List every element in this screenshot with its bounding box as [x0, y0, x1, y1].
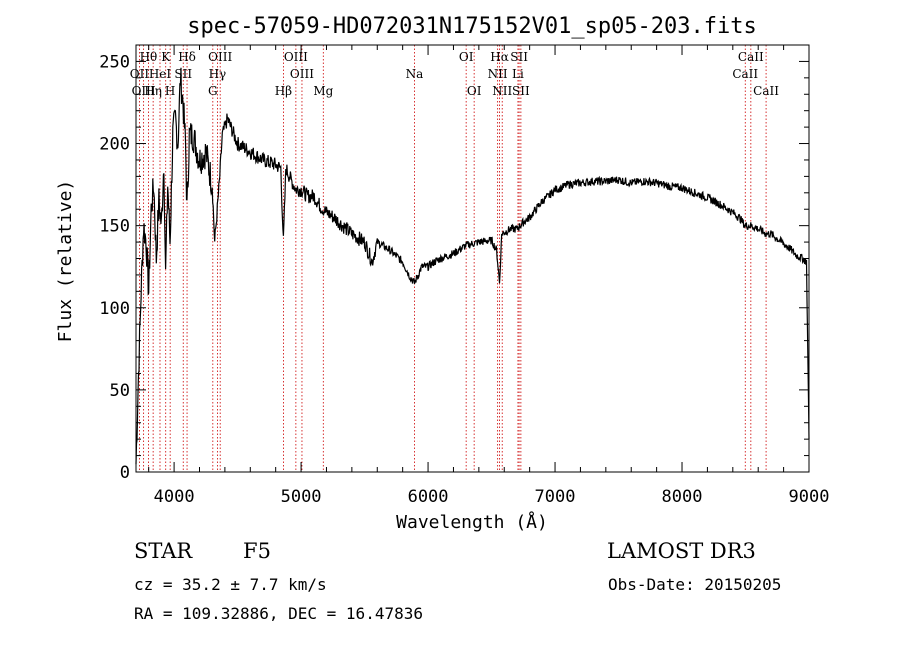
line-label: SII [512, 84, 530, 98]
plot-frame [135, 44, 810, 473]
redshift-text: cz = 35.2 ± 7.7 km/s [134, 575, 327, 594]
line-label: Hα [490, 50, 509, 64]
y-axis-label: Flux (relative) [55, 180, 76, 343]
line-label: OII [130, 67, 150, 81]
spectrum-line [135, 67, 810, 465]
y-tick-label: 100 [99, 299, 130, 319]
y-tick-label: 150 [99, 217, 130, 237]
line-label: Hη [144, 84, 162, 98]
object-class: STAR [134, 539, 193, 563]
line-label: Li [512, 67, 524, 81]
y-tick-label: 200 [99, 135, 130, 155]
line-label: SII [510, 50, 528, 64]
line-markers [139, 45, 767, 472]
x-axis: 4000 5000 6000 7000 8000 9000 [148, 45, 830, 507]
x-tick-label: 5000 [281, 487, 322, 507]
line-label: Mg [313, 84, 333, 98]
subclass: F5 [243, 539, 271, 563]
line-label: Na [406, 67, 424, 81]
x-axis-label: Wavelength (Å) [396, 511, 548, 533]
y-tick-label: 50 [110, 381, 130, 401]
y-tick-label: 250 [99, 52, 130, 72]
line-label: OIII [284, 50, 308, 64]
line-label: OI [459, 50, 474, 64]
line-label: Hθ [140, 50, 158, 64]
line-label: H [165, 84, 175, 98]
y-tick-label: 0 [120, 463, 130, 483]
line-label: NII [488, 67, 508, 81]
y-axis: 0 50 100 150 200 250 [99, 44, 809, 483]
x-tick-label: 8000 [662, 487, 703, 507]
line-label: Hδ [178, 50, 196, 64]
line-label: Hβ [275, 84, 292, 98]
line-label: OI [467, 84, 482, 98]
obs-date: Obs-Date: 20150205 [608, 575, 782, 594]
line-label: OIII [208, 50, 232, 64]
line-label: NII [492, 84, 512, 98]
x-tick-label: 6000 [408, 487, 449, 507]
chart-title: spec-57059-HD072031N175152V01_sp05-203.f… [187, 14, 757, 39]
line-label: Hγ [209, 67, 227, 81]
line-label: SII [174, 67, 192, 81]
survey-name: LAMOST DR3 [607, 539, 756, 563]
line-label: OIII [290, 67, 314, 81]
line-label: CaII [732, 67, 758, 81]
line-label: HeI [149, 67, 172, 81]
line-label: G [208, 84, 218, 98]
x-tick-label: 9000 [789, 487, 830, 507]
line-label: CaII [753, 84, 779, 98]
line-label: K [161, 50, 171, 64]
x-tick-label: 7000 [535, 487, 576, 507]
coordinates: RA = 109.32886, DEC = 16.47836 [134, 604, 423, 623]
line-label: CaII [738, 50, 764, 64]
x-tick-label: 4000 [154, 487, 195, 507]
